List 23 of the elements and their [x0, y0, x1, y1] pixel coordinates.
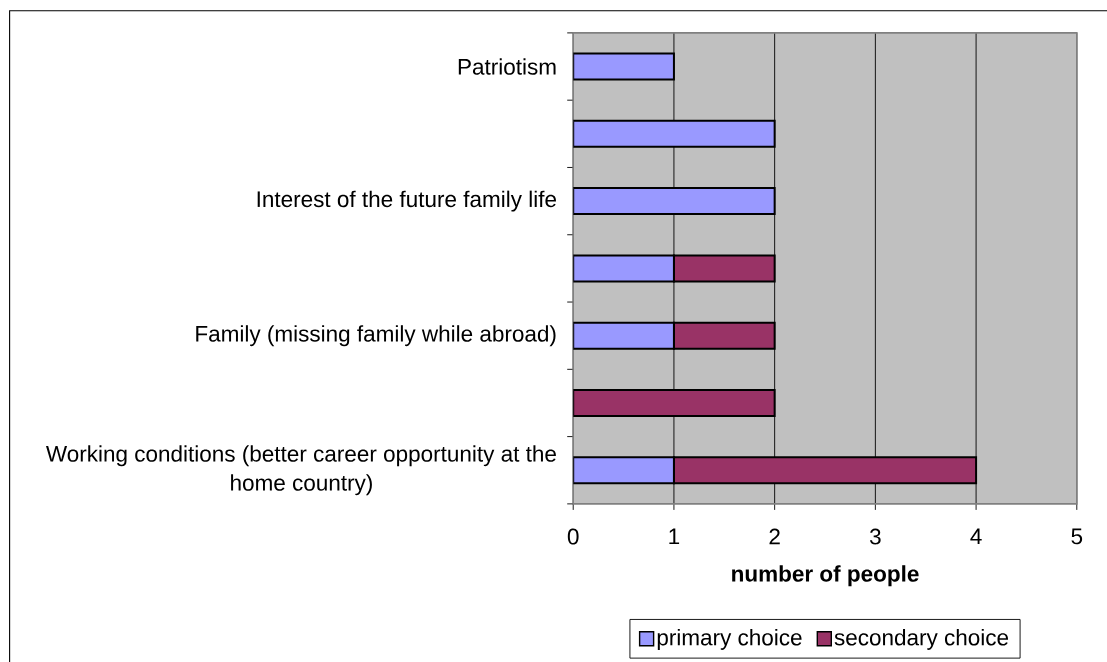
x-tick-label: 5 — [1071, 528, 1083, 545]
y-tick-label: Interest of the future family life — [257, 190, 556, 212]
bar — [573, 254, 675, 283]
bar — [672, 254, 776, 283]
bar — [573, 456, 675, 485]
bar — [573, 119, 776, 148]
legend-label: primary choice — [657, 628, 802, 650]
x-tick-label: 1 — [669, 528, 680, 545]
bar — [573, 187, 776, 216]
x-axis-title: number of people — [732, 565, 919, 587]
bar — [573, 52, 675, 81]
x-tick-label: 2 — [769, 528, 780, 545]
y-tick-label: Patriotism — [458, 58, 556, 75]
y-tick-label: Working conditions (better career opportunity at the home country) — [45, 445, 556, 496]
x-tick-label: 3 — [869, 528, 881, 545]
bar — [573, 321, 675, 350]
bar — [573, 388, 776, 417]
x-tick-label: 4 — [970, 528, 982, 545]
x-tick-label: 0 — [567, 528, 579, 545]
bar — [672, 456, 978, 485]
y-tick-label: Family (missing family while abroad) — [196, 325, 556, 347]
bar — [672, 321, 776, 350]
legend-label: secondary choice — [834, 628, 1009, 650]
